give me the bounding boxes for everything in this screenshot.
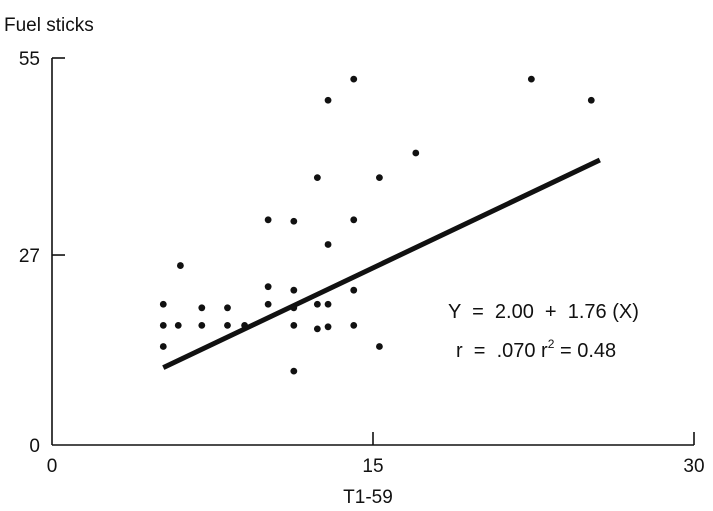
regression-line-group xyxy=(162,157,601,370)
axes xyxy=(51,58,694,446)
stats-prefix: r = .070 r xyxy=(456,340,548,362)
stats-superscript: 2 xyxy=(548,337,555,351)
data-point xyxy=(290,217,298,225)
correlation-stats: r = .070 r2 = 0.48 xyxy=(456,337,616,362)
data-point xyxy=(350,286,358,294)
x-tick-label: 15 xyxy=(362,456,383,477)
data-point xyxy=(290,286,298,294)
data-point xyxy=(313,174,321,182)
data-point xyxy=(376,174,383,182)
data-points xyxy=(159,75,595,375)
data-point xyxy=(159,300,167,308)
data-point xyxy=(198,321,206,329)
data-point xyxy=(174,321,182,329)
data-point xyxy=(350,216,358,224)
data-point xyxy=(198,304,206,312)
data-point xyxy=(324,96,332,104)
y-axis-label: Fuel sticks xyxy=(4,15,94,36)
regression-line xyxy=(162,157,601,370)
y-tick-label: 0 xyxy=(29,436,40,457)
data-point xyxy=(177,262,184,269)
ticks: 0 27 55 0 15 30 xyxy=(19,49,705,477)
data-point xyxy=(324,300,332,308)
data-point xyxy=(290,304,298,312)
y-tick-label: 55 xyxy=(19,49,40,70)
data-point xyxy=(527,75,535,83)
data-point xyxy=(324,241,332,248)
data-point xyxy=(264,283,272,291)
data-point xyxy=(264,216,272,224)
stats-suffix: = 0.48 xyxy=(554,340,616,362)
data-point xyxy=(290,321,298,329)
data-point xyxy=(324,323,332,331)
data-point xyxy=(224,304,231,312)
y-tick-label: 27 xyxy=(19,246,40,267)
data-point xyxy=(159,343,167,350)
x-axis-label: T1-59 xyxy=(343,487,393,508)
data-point xyxy=(159,321,167,329)
data-point xyxy=(412,149,420,157)
data-point xyxy=(350,75,358,83)
data-point xyxy=(290,367,298,375)
data-point xyxy=(241,321,249,329)
data-point xyxy=(264,300,272,308)
regression-equation: Y = 2.00 + 1.76 (X) xyxy=(448,301,639,323)
data-point xyxy=(376,343,383,350)
data-point xyxy=(224,321,231,329)
data-point xyxy=(313,300,321,308)
data-point xyxy=(313,325,321,333)
x-tick-label: 0 xyxy=(47,456,58,477)
x-tick-label: 30 xyxy=(683,456,704,477)
data-point xyxy=(587,96,595,104)
data-point xyxy=(350,321,358,329)
